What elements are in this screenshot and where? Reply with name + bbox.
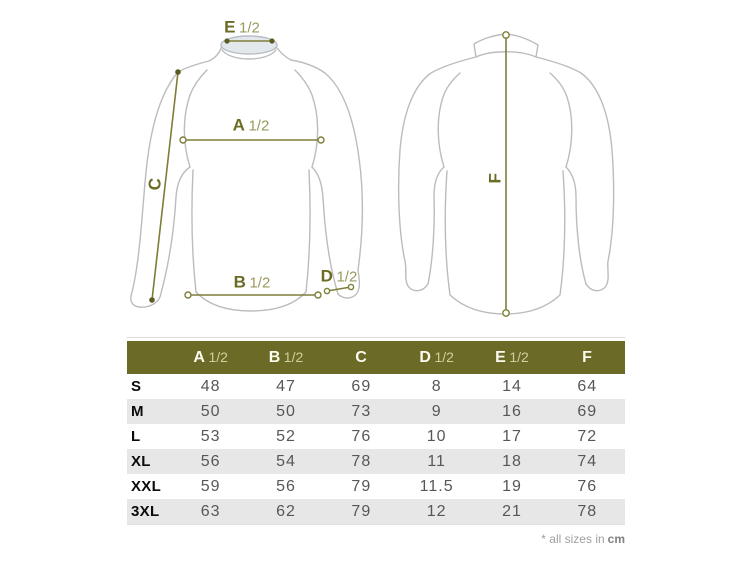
size-table-body: S 48 47 69 8 14 64 M 50 50 73 9 16 69 L 53 52 76 10 17 72 XL 5… [127, 374, 625, 525]
measure-letter-E: E [224, 17, 236, 37]
measure-letter-D: D [320, 266, 334, 286]
size-label-M: M [131, 403, 144, 420]
column-header-E: E 1/2 [495, 348, 529, 366]
measure-line-F [502, 31, 510, 317]
measure-label-E: E 1/2 [224, 19, 260, 36]
column-header-A: A 1/2 [193, 348, 228, 366]
back-right-raglan-seam [549, 72, 573, 168]
value-S-E: 14 [502, 377, 522, 395]
value-XL-B: 54 [276, 452, 296, 470]
front-left-raglan-seam [183, 69, 208, 168]
value-3XL-C: 79 [351, 502, 372, 520]
value-L-A: 53 [200, 427, 221, 445]
size-label-L: L [131, 428, 141, 445]
measure-label-A: A 1/2 [233, 117, 270, 134]
front-right-side [276, 47, 363, 299]
jacket-diagram-svg [130, 31, 615, 317]
column-header-D: D 1/2 [419, 348, 454, 366]
measure-letter-A: A [232, 115, 246, 135]
value-XXL-D: 11.5 [419, 477, 454, 495]
front-body-and-hem [191, 169, 311, 312]
value-XXL-F: 76 [577, 477, 598, 495]
size-label-3XL: 3XL [131, 503, 160, 520]
value-XL-C: 78 [351, 452, 372, 470]
size-row-L: L 53 52 76 10 17 72 [127, 424, 625, 449]
value-XL-A: 56 [200, 452, 221, 470]
value-L-C: 76 [351, 427, 372, 445]
value-M-C: 73 [351, 402, 372, 420]
front-collar-front-edge [221, 49, 277, 60]
value-M-F: 69 [577, 402, 598, 420]
value-XL-D: 11 [427, 452, 446, 470]
value-XXL-B: 56 [276, 477, 296, 495]
value-S-D: 8 [431, 377, 442, 395]
size-row-XXL: XXL 59 56 79 11.5 19 76 [127, 474, 625, 499]
measure-label-B: B 1/2 [234, 274, 271, 291]
measure-line-E [224, 38, 275, 44]
measure-label-D: D 1/2 [321, 268, 358, 285]
value-3XL-E: 21 [502, 502, 522, 520]
value-3XL-F: 78 [577, 502, 598, 520]
value-S-B: 47 [276, 377, 296, 395]
size-row-S: S 48 47 69 8 14 64 [127, 374, 625, 399]
units-footnote: * all sizes in cm [127, 532, 625, 546]
value-XXL-E: 19 [502, 477, 522, 495]
measure-fraction-E: 1/2 [238, 19, 260, 37]
value-XL-F: 74 [577, 452, 598, 470]
value-S-A: 48 [200, 377, 221, 395]
size-row-M: M 50 50 73 9 16 69 [127, 399, 625, 424]
size-label-XXL: XXL [131, 478, 162, 495]
size-row-XL: XL 56 54 78 11 18 74 [127, 449, 625, 474]
measurement-lines [149, 31, 510, 317]
size-measurement-diagram: E 1/2 A 1/2 C B 1/2 D 1/2 F [130, 19, 615, 317]
front-right-raglan-seam [294, 69, 319, 168]
size-table-header: A 1/2 B 1/2 C D 1/2 E 1/2 F [127, 341, 625, 374]
value-3XL-A: 63 [200, 502, 221, 520]
measure-line-D [323, 283, 355, 295]
measure-fraction-A: 1/2 [248, 117, 270, 135]
back-body-and-hem [444, 170, 566, 315]
column-header-B: B 1/2 [268, 348, 304, 366]
value-3XL-D: 12 [426, 502, 447, 520]
measure-label-F: F [485, 172, 505, 184]
back-left-side [397, 33, 507, 292]
value-M-B: 50 [276, 402, 296, 420]
measure-line-A [179, 136, 325, 144]
value-L-D: 10 [426, 427, 447, 445]
value-M-D: 9 [431, 402, 442, 420]
measure-fraction-D: 1/2 [336, 268, 358, 286]
front-left-side [130, 47, 222, 308]
value-L-F: 72 [577, 427, 598, 445]
value-L-E: 17 [502, 427, 522, 445]
back-left-raglan-seam [437, 72, 461, 168]
measure-letter-C: C [144, 176, 166, 192]
back-right-inner-sleeve [565, 166, 587, 285]
measure-line-B [184, 291, 322, 299]
front-right-inner-sleeve [311, 166, 339, 295]
size-table: A 1/2 B 1/2 C D 1/2 E 1/2 F S 48 47 69 8 14 64 M 50 50 73 9 1… [127, 337, 625, 546]
size-row-3XL: 3XL 63 62 79 12 21 78 [127, 499, 625, 524]
back-right-side [505, 33, 615, 292]
measure-line-C [149, 69, 181, 303]
value-M-E: 16 [502, 402, 522, 420]
column-header-F: F [582, 348, 593, 366]
measure-fraction-B: 1/2 [249, 274, 271, 292]
size-label-XL: XL [131, 453, 151, 470]
units-footnote-text: * all sizes in [541, 532, 605, 546]
measure-letter-B: B [233, 272, 247, 292]
measure-label-C: C [144, 176, 166, 192]
value-L-B: 52 [276, 427, 296, 445]
value-S-C: 69 [351, 377, 372, 395]
measure-letter-F: F [485, 172, 505, 184]
value-S-F: 64 [577, 377, 598, 395]
value-3XL-B: 62 [276, 502, 296, 520]
value-XL-E: 18 [502, 452, 522, 470]
size-label-S: S [131, 378, 142, 395]
value-XXL-A: 59 [200, 477, 221, 495]
value-XXL-C: 79 [351, 477, 372, 495]
value-M-A: 50 [200, 402, 221, 420]
units-footnote-unit: cm [607, 532, 625, 546]
front-collar-opening [220, 35, 278, 55]
column-header-C: C [355, 348, 368, 366]
